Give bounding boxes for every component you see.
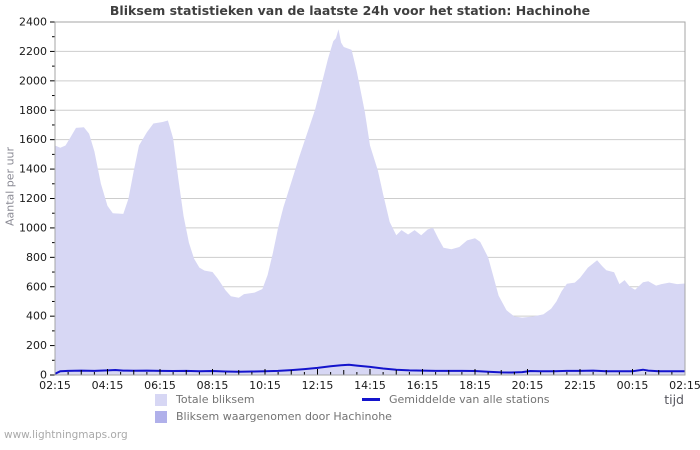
total-area-swatch-icon <box>155 393 167 406</box>
x-axis-tick-label: 10:15 <box>249 379 281 392</box>
y-axis-tick-label: 1200 <box>19 192 47 205</box>
y-axis-tick-label: 400 <box>26 310 47 323</box>
y-axis-tick-label: 2400 <box>19 16 47 29</box>
y-axis-tick-label: 200 <box>26 339 47 352</box>
y-axis-tick-label: 2200 <box>19 45 47 58</box>
legend-item-station: Bliksem waargenomen door Hachinohe <box>155 410 392 423</box>
y-axis-tick-label: 800 <box>26 251 47 264</box>
chart-line-series <box>54 363 685 375</box>
plot-border <box>54 21 686 376</box>
y-axis-tick-label: 1400 <box>19 163 47 176</box>
legend-label-average: Gemiddelde van alle stations <box>389 393 550 406</box>
watermark: www.lightningmaps.org <box>4 429 128 441</box>
x-axis-tick-label: 02:15 <box>669 379 700 392</box>
x-axis-tick-label: 22:15 <box>564 379 596 392</box>
x-axis-tick-label: 14:15 <box>354 379 386 392</box>
average-line-swatch-icon <box>362 398 380 401</box>
y-axis-title: Aantal per uur <box>3 146 17 227</box>
x-axis-tick-label: 12:15 <box>302 379 334 392</box>
x-axis-tick-label: 16:15 <box>407 379 439 392</box>
x-axis-tick-label: 00:15 <box>617 379 649 392</box>
y-axis-tick-label: 1000 <box>19 221 47 234</box>
x-axis-tick-label: 20:15 <box>512 379 544 392</box>
legend-item-average: Gemiddelde van alle stations <box>362 393 550 406</box>
chart-area-series <box>55 29 685 376</box>
legend-item-total: Totale bliksem <box>155 393 255 406</box>
x-axis-tick-label: 08:15 <box>197 379 229 392</box>
x-axis-tick-label: 06:15 <box>144 379 176 392</box>
y-axis-tick-label: 0 <box>40 369 47 382</box>
y-axis-tick-label: 1800 <box>19 104 47 117</box>
legend-label-total: Totale bliksem <box>176 393 255 406</box>
y-axis-tick-label: 600 <box>26 280 47 293</box>
y-axis-tick-label: 2000 <box>19 74 47 87</box>
x-axis-tick-label: 18:15 <box>459 379 491 392</box>
x-axis-tick-label: 02:15 <box>39 379 71 392</box>
x-axis-title: tijd <box>664 392 684 407</box>
y-axis-tick-label: 1600 <box>19 133 47 146</box>
station-area-swatch-icon <box>155 410 167 423</box>
x-axis-tick-label: 04:15 <box>92 379 124 392</box>
legend-label-station: Bliksem waargenomen door Hachinohe <box>176 410 392 423</box>
chart-title: Bliksem statistieken van de laatste 24h … <box>109 3 591 18</box>
